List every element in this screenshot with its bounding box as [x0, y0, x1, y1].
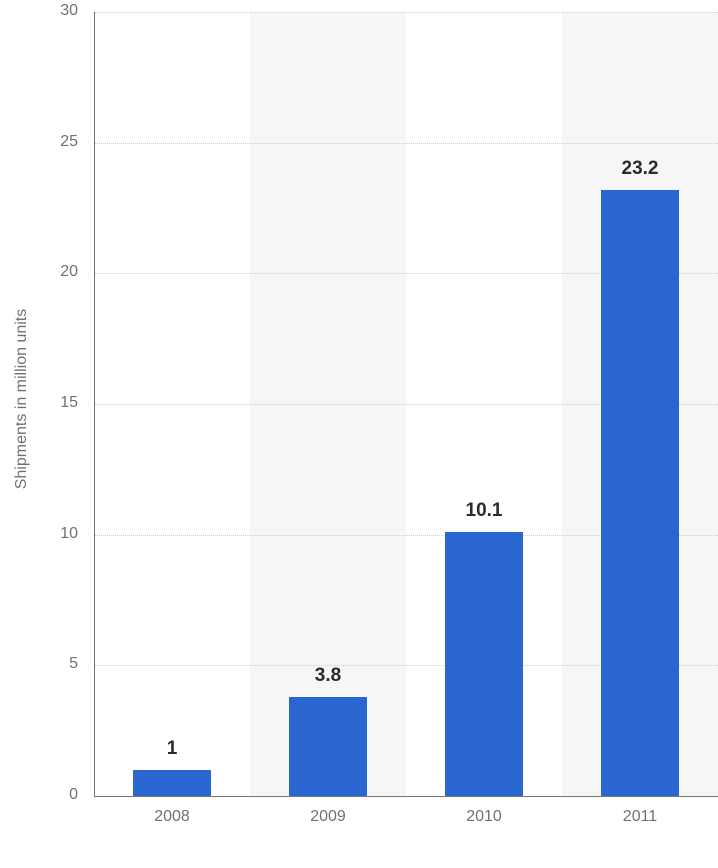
x-tick-label: 2008: [132, 808, 212, 826]
bar-chart: Shipments in million units 13.810.123.2 …: [0, 0, 718, 868]
bar-value-label: 10.1: [444, 500, 524, 522]
y-tick-label: 25: [34, 133, 78, 151]
plot-area: 1 3.8 10.1 23.2: [94, 12, 718, 796]
x-tick-label: 2010: [444, 808, 524, 826]
y-tick-label: 10: [34, 525, 78, 543]
y-axis-label: Shipments in million units: [13, 289, 31, 509]
y-tick-label: 20: [34, 263, 78, 281]
bar: [289, 697, 367, 796]
y-axis-label-container: Shipments in million units: [12, 0, 32, 784]
bar-value-label: 1: [132, 738, 212, 760]
bar-value-label: 23.2: [600, 158, 680, 180]
y-tick-label: 0: [34, 786, 78, 804]
gridline: [94, 143, 718, 144]
y-tick-label: 15: [34, 394, 78, 412]
bar-value-label: 3.8: [288, 665, 368, 687]
y-axis-line: [94, 12, 95, 796]
bar: [445, 532, 523, 796]
y-tick-label: 30: [34, 2, 78, 20]
y-tick-label: 5: [34, 655, 78, 673]
gridline: [94, 12, 718, 13]
x-axis-line: [94, 796, 718, 797]
x-tick-label: 2011: [600, 808, 680, 826]
bar: [133, 770, 211, 796]
bar: [601, 190, 679, 796]
x-tick-label: 2009: [288, 808, 368, 826]
